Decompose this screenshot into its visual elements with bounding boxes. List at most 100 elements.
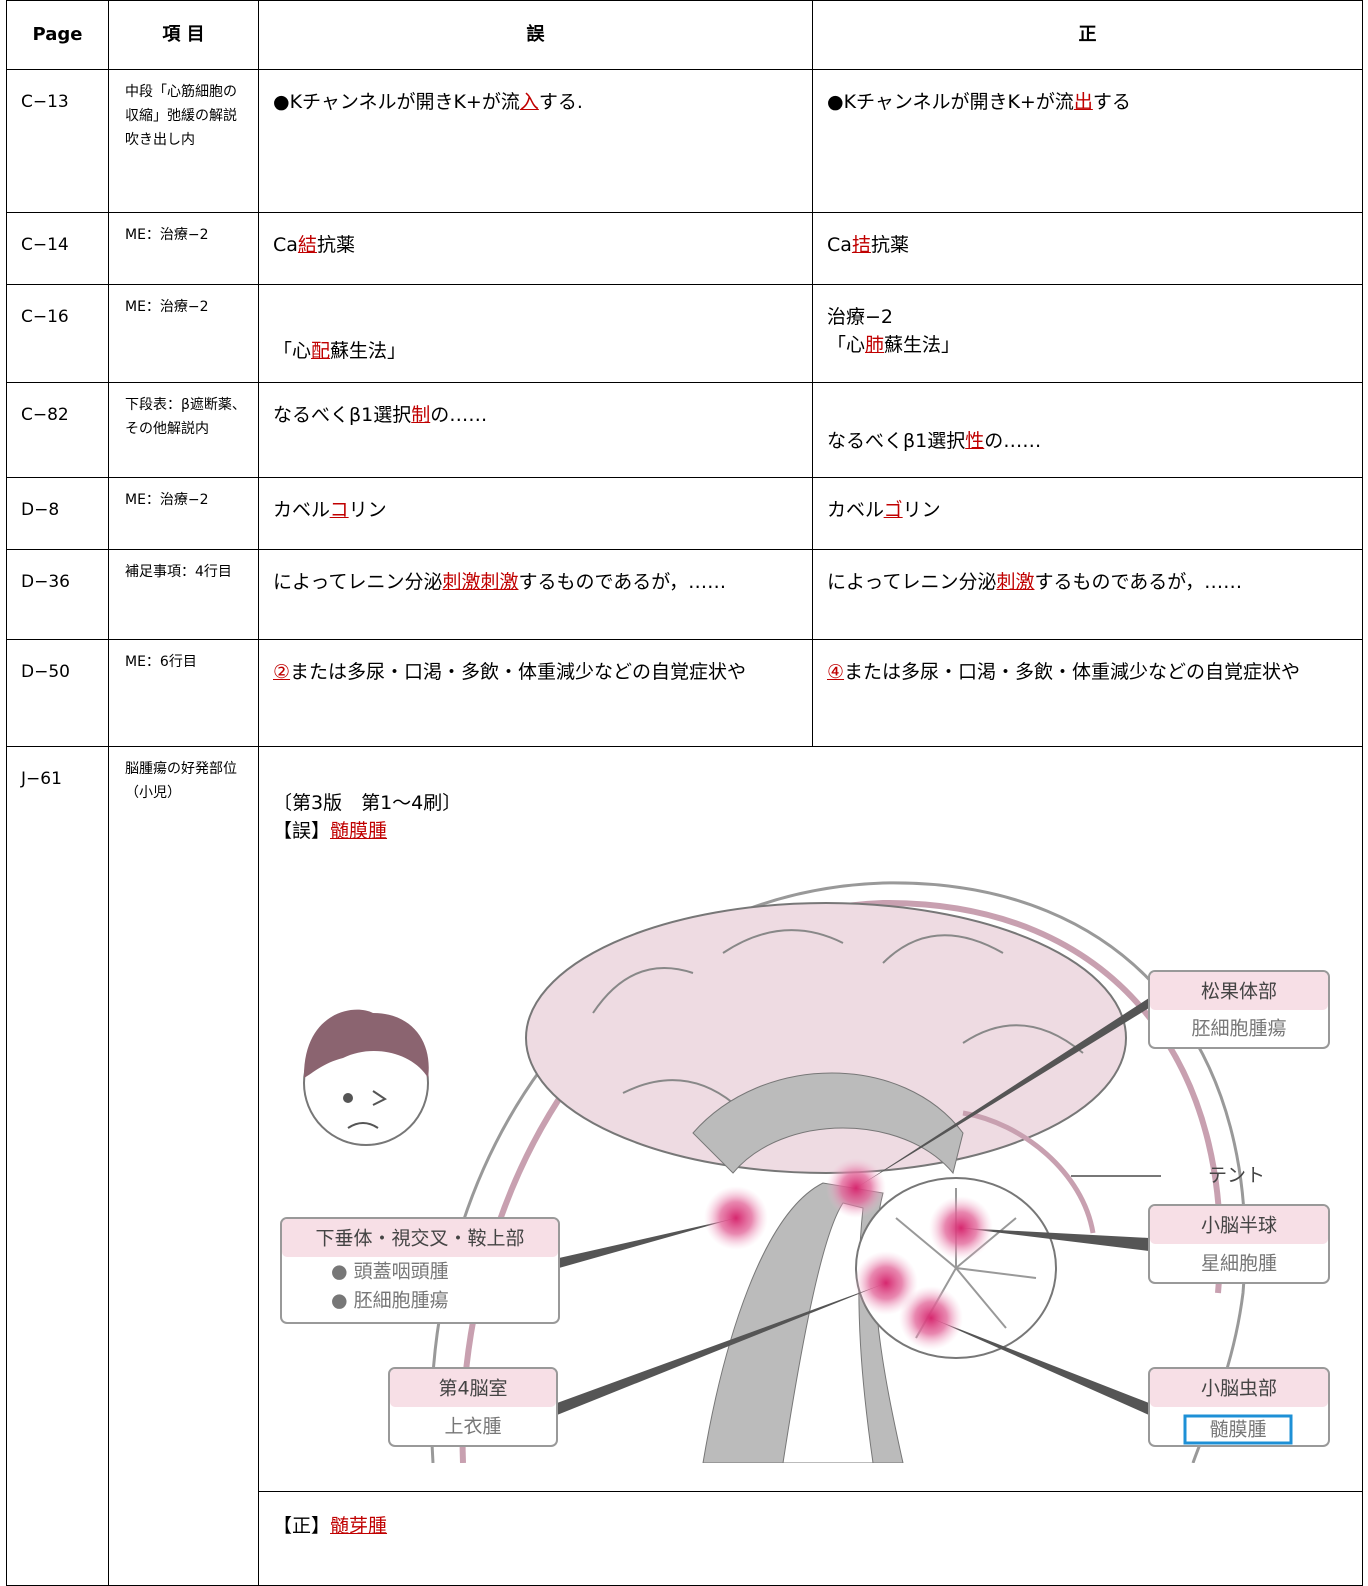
highlight: 髄芽腫	[330, 1515, 388, 1537]
page-cell: D−50	[6, 639, 109, 747]
text-part: 治療−2 「心	[827, 306, 894, 356]
item-cell: ME：治療−2	[108, 477, 259, 550]
item-cell: 下段表：β遮断薬、その他解説内	[108, 382, 259, 478]
row: D−8 ME：治療−2 カベルコリン カベルゴリン	[6, 477, 1363, 550]
correct-cell: なるべくβ1選択性の……	[812, 382, 1363, 478]
text-part: ●Kチャンネルが開きK+が流	[827, 91, 1074, 113]
highlight: 制	[411, 404, 431, 426]
text-part: 「心	[273, 340, 312, 362]
row: D−36 補足事項：4行目 によってレニン分泌刺激刺激するものであるが，…… によって…	[6, 549, 1363, 640]
page-cell: C−13	[6, 69, 109, 213]
highlight: 肺	[865, 334, 885, 356]
item-cell: 補足事項：4行目	[108, 549, 259, 640]
text-part: 蘇生法」	[884, 334, 961, 356]
text-part: Ca	[827, 234, 852, 256]
figure-label: ● 頭蓋咽頭腫	[331, 1261, 449, 1283]
item-cell: 脳腫瘍の好発部位（小児）	[108, 746, 259, 1586]
text-part: の……	[430, 404, 488, 426]
table-body: C−13 中段「心筋細胞の収縮」弛緩の解説吹き出し内 ●Kチャンネルが開きK+が流入…	[6, 69, 1363, 1586]
figure-label: 下垂体・視交叉・鞍上部	[315, 1228, 524, 1250]
correct-cell: によってレニン分泌刺激するものであるが，……	[812, 549, 1363, 640]
highlight: 髄膜腫	[330, 820, 388, 842]
figure-row: J−61 脳腫瘍の好発部位（小児） 〔第3版 第1〜4刷〕 【誤】髄膜腫 松果体…	[6, 746, 1363, 1586]
figure-label: 胚細胞腫瘍	[1191, 1018, 1286, 1040]
wrong-cell: ②または多尿・口渇・多飲・体重減少などの自覚症状や	[258, 639, 813, 747]
page-cell: C−14	[6, 212, 109, 285]
figure-label: 髄膜腫	[1209, 1419, 1266, 1441]
figure-label: 小脳半球	[1201, 1215, 1277, 1237]
illustration	[280, 881, 1330, 1463]
highlight: 配	[311, 340, 331, 362]
header-cell: 正	[812, 0, 1363, 70]
correct-cell: ●Kチャンネルが開きK+が流出する	[812, 69, 1363, 213]
text-part: する	[1092, 91, 1131, 113]
figure-label: 小脳虫部	[1201, 1378, 1277, 1400]
wrong-cell: カベルコリン	[258, 477, 813, 550]
row: C−14 ME：治療−2 Ca結抗薬 Ca拮抗薬	[6, 212, 1363, 285]
text-part: 【正】	[273, 1515, 331, 1537]
text-part: カベル	[827, 499, 884, 521]
figure-label: テント	[1208, 1165, 1265, 1187]
figure-label: 星細胞腫	[1201, 1253, 1277, 1275]
highlight: ②	[273, 661, 291, 683]
header-row: Page 項 目 誤 正	[6, 0, 1363, 70]
text-part: によってレニン分泌	[273, 571, 443, 593]
wrong-text: 〔第3版 第1〜4刷〕 【誤】髄膜腫	[273, 789, 1352, 845]
correct-cell: 【正】髄芽腫	[258, 1491, 1363, 1586]
wrong-cell: によってレニン分泌刺激刺激するものであるが，……	[258, 549, 813, 640]
highlight: 刺激刺激	[442, 571, 519, 593]
brain-figure: 松果体部 胚細胞腫瘍 テント 下垂体・視交叉・鞍上部 ● 頭蓋咽頭腫 ● 胚細胞…	[280, 881, 1330, 1463]
text-part: リン	[902, 499, 941, 521]
page-cell: D−8	[6, 477, 109, 550]
text-part: なるべくβ1選択	[273, 404, 412, 426]
highlight: ④	[827, 661, 845, 683]
text-part: 抗薬	[316, 234, 355, 256]
item-cell: 中段「心筋細胞の収縮」弛緩の解説吹き出し内	[108, 69, 259, 213]
text-part: ●Kチャンネルが開きK+が流	[273, 91, 520, 113]
text-part: カベル	[273, 499, 330, 521]
figure-label: 上衣腫	[444, 1416, 501, 1438]
page-cell: J−61	[6, 746, 109, 1586]
highlight: コ	[329, 499, 349, 521]
highlight: 刺激	[996, 571, 1035, 593]
row: C−16 ME：治療−2 「心配蘇生法」 治療−2 「心肺蘇生法」	[6, 284, 1363, 383]
row: C−13 中段「心筋細胞の収縮」弛緩の解説吹き出し内 ●Kチャンネルが開きK+が流入…	[6, 69, 1363, 213]
correct-cell: 治療−2 「心肺蘇生法」	[812, 284, 1363, 383]
row: C−82 下段表：β遮断薬、その他解説内 なるべくβ1選択制の…… なるべくβ1選択性…	[6, 382, 1363, 478]
wrong-cell: Ca結抗薬	[258, 212, 813, 285]
item-cell: ME：治療−2	[108, 284, 259, 383]
header-cell: 項 目	[108, 0, 259, 70]
highlight: ゴ	[883, 499, 903, 521]
text-part: する.	[538, 91, 583, 113]
correct-cell: カベルゴリン	[812, 477, 1363, 550]
highlight: 出	[1073, 91, 1093, 113]
text-part: または多尿・口渇・多飲・体重減少などの自覚症状や	[290, 661, 747, 683]
page-cell: C−82	[6, 382, 109, 478]
text-part: Ca	[273, 234, 298, 256]
text-part: リン	[348, 499, 387, 521]
highlight: 性	[965, 430, 985, 452]
header-cell: 誤	[258, 0, 813, 70]
text-part: するものであるが，……	[1034, 571, 1243, 593]
wrong-cell: ●Kチャンネルが開きK+が流入する.	[258, 69, 813, 213]
text-part: によってレニン分泌	[827, 571, 997, 593]
text-part: なるべくβ1選択	[827, 430, 966, 452]
page-cell: D−36	[6, 549, 109, 640]
page: Page 項 目 誤 正 C−13 中段「心筋細胞の収縮」弛緩の解説吹き出し内 ●K…	[6, 0, 1363, 1586]
figure-cell: 〔第3版 第1〜4刷〕 【誤】髄膜腫 松果体部 胚細胞腫瘍 テント 下垂体・視交…	[258, 746, 1363, 1492]
item-cell: ME：6行目	[108, 639, 259, 747]
text-part: の……	[984, 430, 1042, 452]
text-part: 抗薬	[870, 234, 909, 256]
figure-label: 松果体部	[1201, 981, 1277, 1003]
highlight: 拮	[851, 234, 871, 256]
item-cell: ME：治療−2	[108, 212, 259, 285]
errata-table: Page 項 目 誤 正 C−13 中段「心筋細胞の収縮」弛緩の解説吹き出し内 ●K…	[6, 0, 1363, 1586]
text-part: するものであるが，……	[518, 571, 727, 593]
figure-label: 第4脳室	[438, 1378, 507, 1400]
text-part: 〔第3版 第1〜4刷〕 【誤】	[273, 792, 462, 842]
wrong-cell: なるべくβ1選択制の……	[258, 382, 813, 478]
figure-label: ● 胚細胞腫瘍	[331, 1290, 449, 1312]
correct-cell: Ca拮抗薬	[812, 212, 1363, 285]
highlight: 結	[297, 234, 317, 256]
correct-cell: ④または多尿・口渇・多飲・体重減少などの自覚症状や	[812, 639, 1363, 747]
